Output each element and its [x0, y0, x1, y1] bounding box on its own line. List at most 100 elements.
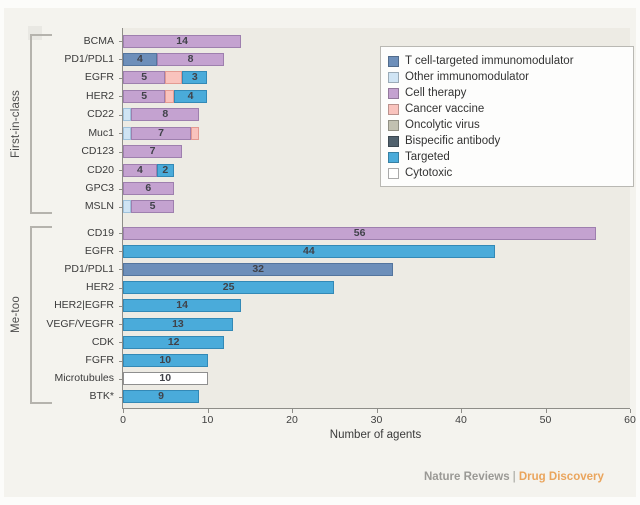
- y-axis-tick: [119, 133, 123, 135]
- x-axis-tick-label: 10: [201, 414, 214, 426]
- bar-value-label: 13: [172, 317, 184, 330]
- y-axis-label: EGFR: [84, 71, 114, 84]
- y-axis-label: HER2: [85, 89, 114, 102]
- y-axis-label: PD1/PDL1: [64, 262, 114, 275]
- bar-value-label: 7: [158, 126, 164, 139]
- legend-item: Other immunomodulator: [388, 69, 626, 85]
- bar-value-label: 6: [145, 182, 152, 195]
- x-axis-tick-label: 0: [120, 414, 126, 426]
- faint-corner-mark: [28, 26, 42, 40]
- bar-segment-cell_therapy: [131, 200, 174, 214]
- bar-value-label: 5: [141, 71, 148, 84]
- legend-swatch-t_cell_immunomodulator: [388, 55, 399, 67]
- bar-segment-cell_therapy: [123, 34, 242, 48]
- y-axis-label: HER2: [85, 281, 114, 294]
- x-axis-tick: [207, 409, 209, 413]
- bar-segment-cytotoxic: [123, 372, 208, 386]
- y-axis-label: EGFR: [84, 244, 114, 257]
- y-axis-tick: [119, 77, 123, 79]
- bar-value-label: 2: [162, 163, 169, 176]
- bar-segment-targeted: [173, 89, 208, 103]
- bar-segment-other_immunomodulator: [123, 108, 132, 122]
- legend-swatch-cell_therapy: [388, 87, 399, 99]
- y-axis-label: FGFR: [85, 354, 114, 367]
- bar-value-label: 8: [187, 52, 194, 65]
- legend-swatch-cancer_vaccine: [388, 103, 399, 115]
- y-axis-label: Muc1: [88, 126, 114, 139]
- bar-value-label: 8: [162, 108, 169, 121]
- legend-label: Other immunomodulator: [405, 71, 529, 83]
- bar-value-label: 3: [191, 71, 198, 84]
- bar-value-label: 10: [159, 372, 172, 385]
- x-axis-tick: [123, 409, 124, 413]
- x-axis-tick-label: 40: [455, 414, 467, 426]
- group-bracket-arm: [30, 34, 52, 36]
- x-axis-tick: [461, 409, 462, 413]
- y-axis-label: CD19: [87, 226, 114, 239]
- bar-segment-targeted: [123, 281, 335, 295]
- y-axis-tick: [119, 41, 123, 42]
- x-axis-tick-label: 60: [624, 414, 636, 426]
- bar-value-label: 14: [176, 299, 188, 312]
- legend-swatch-targeted: [388, 151, 399, 163]
- bar-segment-cancer_vaccine: [190, 126, 200, 140]
- x-axis-tick: [292, 409, 293, 413]
- y-axis-tick: [119, 206, 123, 208]
- bar-value-label: 56: [353, 226, 366, 239]
- legend-label: Cytotoxic: [405, 167, 453, 179]
- y-axis-tick: [119, 324, 123, 326]
- bar-segment-cell_therapy: [123, 226, 597, 240]
- bar-segment-cell_therapy: [131, 126, 191, 140]
- bar-segment-other_immunomodulator: [123, 126, 132, 140]
- group-label-first-in-class: First-in-class: [10, 89, 22, 158]
- y-axis-tick: [119, 96, 123, 98]
- y-axis-label: HER2|EGFR: [54, 299, 114, 312]
- bar-segment-t_cell_immunomodulator: [123, 262, 394, 276]
- bar-value-label: 4: [136, 52, 143, 65]
- x-axis-tick: [376, 409, 378, 413]
- y-axis-tick: [119, 269, 123, 271]
- bar-segment-targeted: [123, 244, 495, 258]
- y-axis-tick: [119, 305, 123, 307]
- y-axis-tick: [119, 396, 123, 398]
- bar-value-label: 25: [222, 281, 235, 294]
- bar-value-label: 14: [176, 34, 188, 47]
- bar-value-label: 9: [158, 390, 164, 403]
- group-label-me-too: Me-too: [10, 296, 22, 334]
- x-axis-title: Number of agents: [329, 429, 422, 441]
- footer-credit: Nature Reviews | Drug Discovery: [424, 471, 604, 483]
- legend-item: Cell therapy: [388, 85, 626, 101]
- bar-segment-t_cell_immunomodulator: [123, 52, 157, 66]
- bar-value-label: 10: [159, 354, 172, 367]
- bar-segment-targeted: [123, 354, 208, 368]
- y-axis-tick: [119, 360, 123, 362]
- legend-swatch-cytotoxic: [388, 167, 399, 179]
- bar-value-label: 5: [141, 89, 148, 102]
- bar-segment-cell_therapy: [123, 145, 183, 159]
- y-axis-label: BCMA: [83, 34, 114, 47]
- group-bracket: [30, 226, 32, 404]
- bar-segment-cell_therapy: [123, 71, 166, 85]
- bar-segment-targeted: [182, 71, 208, 85]
- bar-segment-targeted: [156, 163, 174, 177]
- footer-separator: |: [512, 471, 516, 483]
- x-axis-tick-label: 20: [286, 414, 298, 426]
- bar-segment-cell_therapy: [131, 108, 200, 122]
- legend-swatch-oncolytic_virus: [388, 119, 399, 131]
- y-axis-label: PD1/PDL1: [64, 52, 114, 65]
- group-bracket-arm: [30, 226, 52, 228]
- bar-segment-targeted: [123, 299, 242, 313]
- legend-label: T cell-targeted immunomodulator: [405, 55, 574, 67]
- legend-item: Oncolytic virus: [388, 117, 626, 133]
- legend-label: Cell therapy: [405, 87, 467, 99]
- x-axis-tick-label: 30: [370, 414, 383, 426]
- x-axis-tick: [630, 409, 631, 413]
- y-axis-label: MSLN: [84, 200, 114, 213]
- legend-label: Oncolytic virus: [405, 119, 480, 131]
- legend-swatch-bispecific_antibody: [388, 135, 399, 147]
- y-axis-tick: [119, 287, 123, 289]
- legend-box: T cell-targeted immunomodulator Other imm…: [380, 46, 634, 187]
- y-axis-tick: [119, 170, 123, 172]
- figure-canvas: BCMA 14 PD1/PDL1 4 8 EGFR 5 3 HER2 5 4 CD22 8 Muc1 7 CD…: [4, 8, 636, 497]
- y-axis-label: Microtubules: [54, 372, 114, 385]
